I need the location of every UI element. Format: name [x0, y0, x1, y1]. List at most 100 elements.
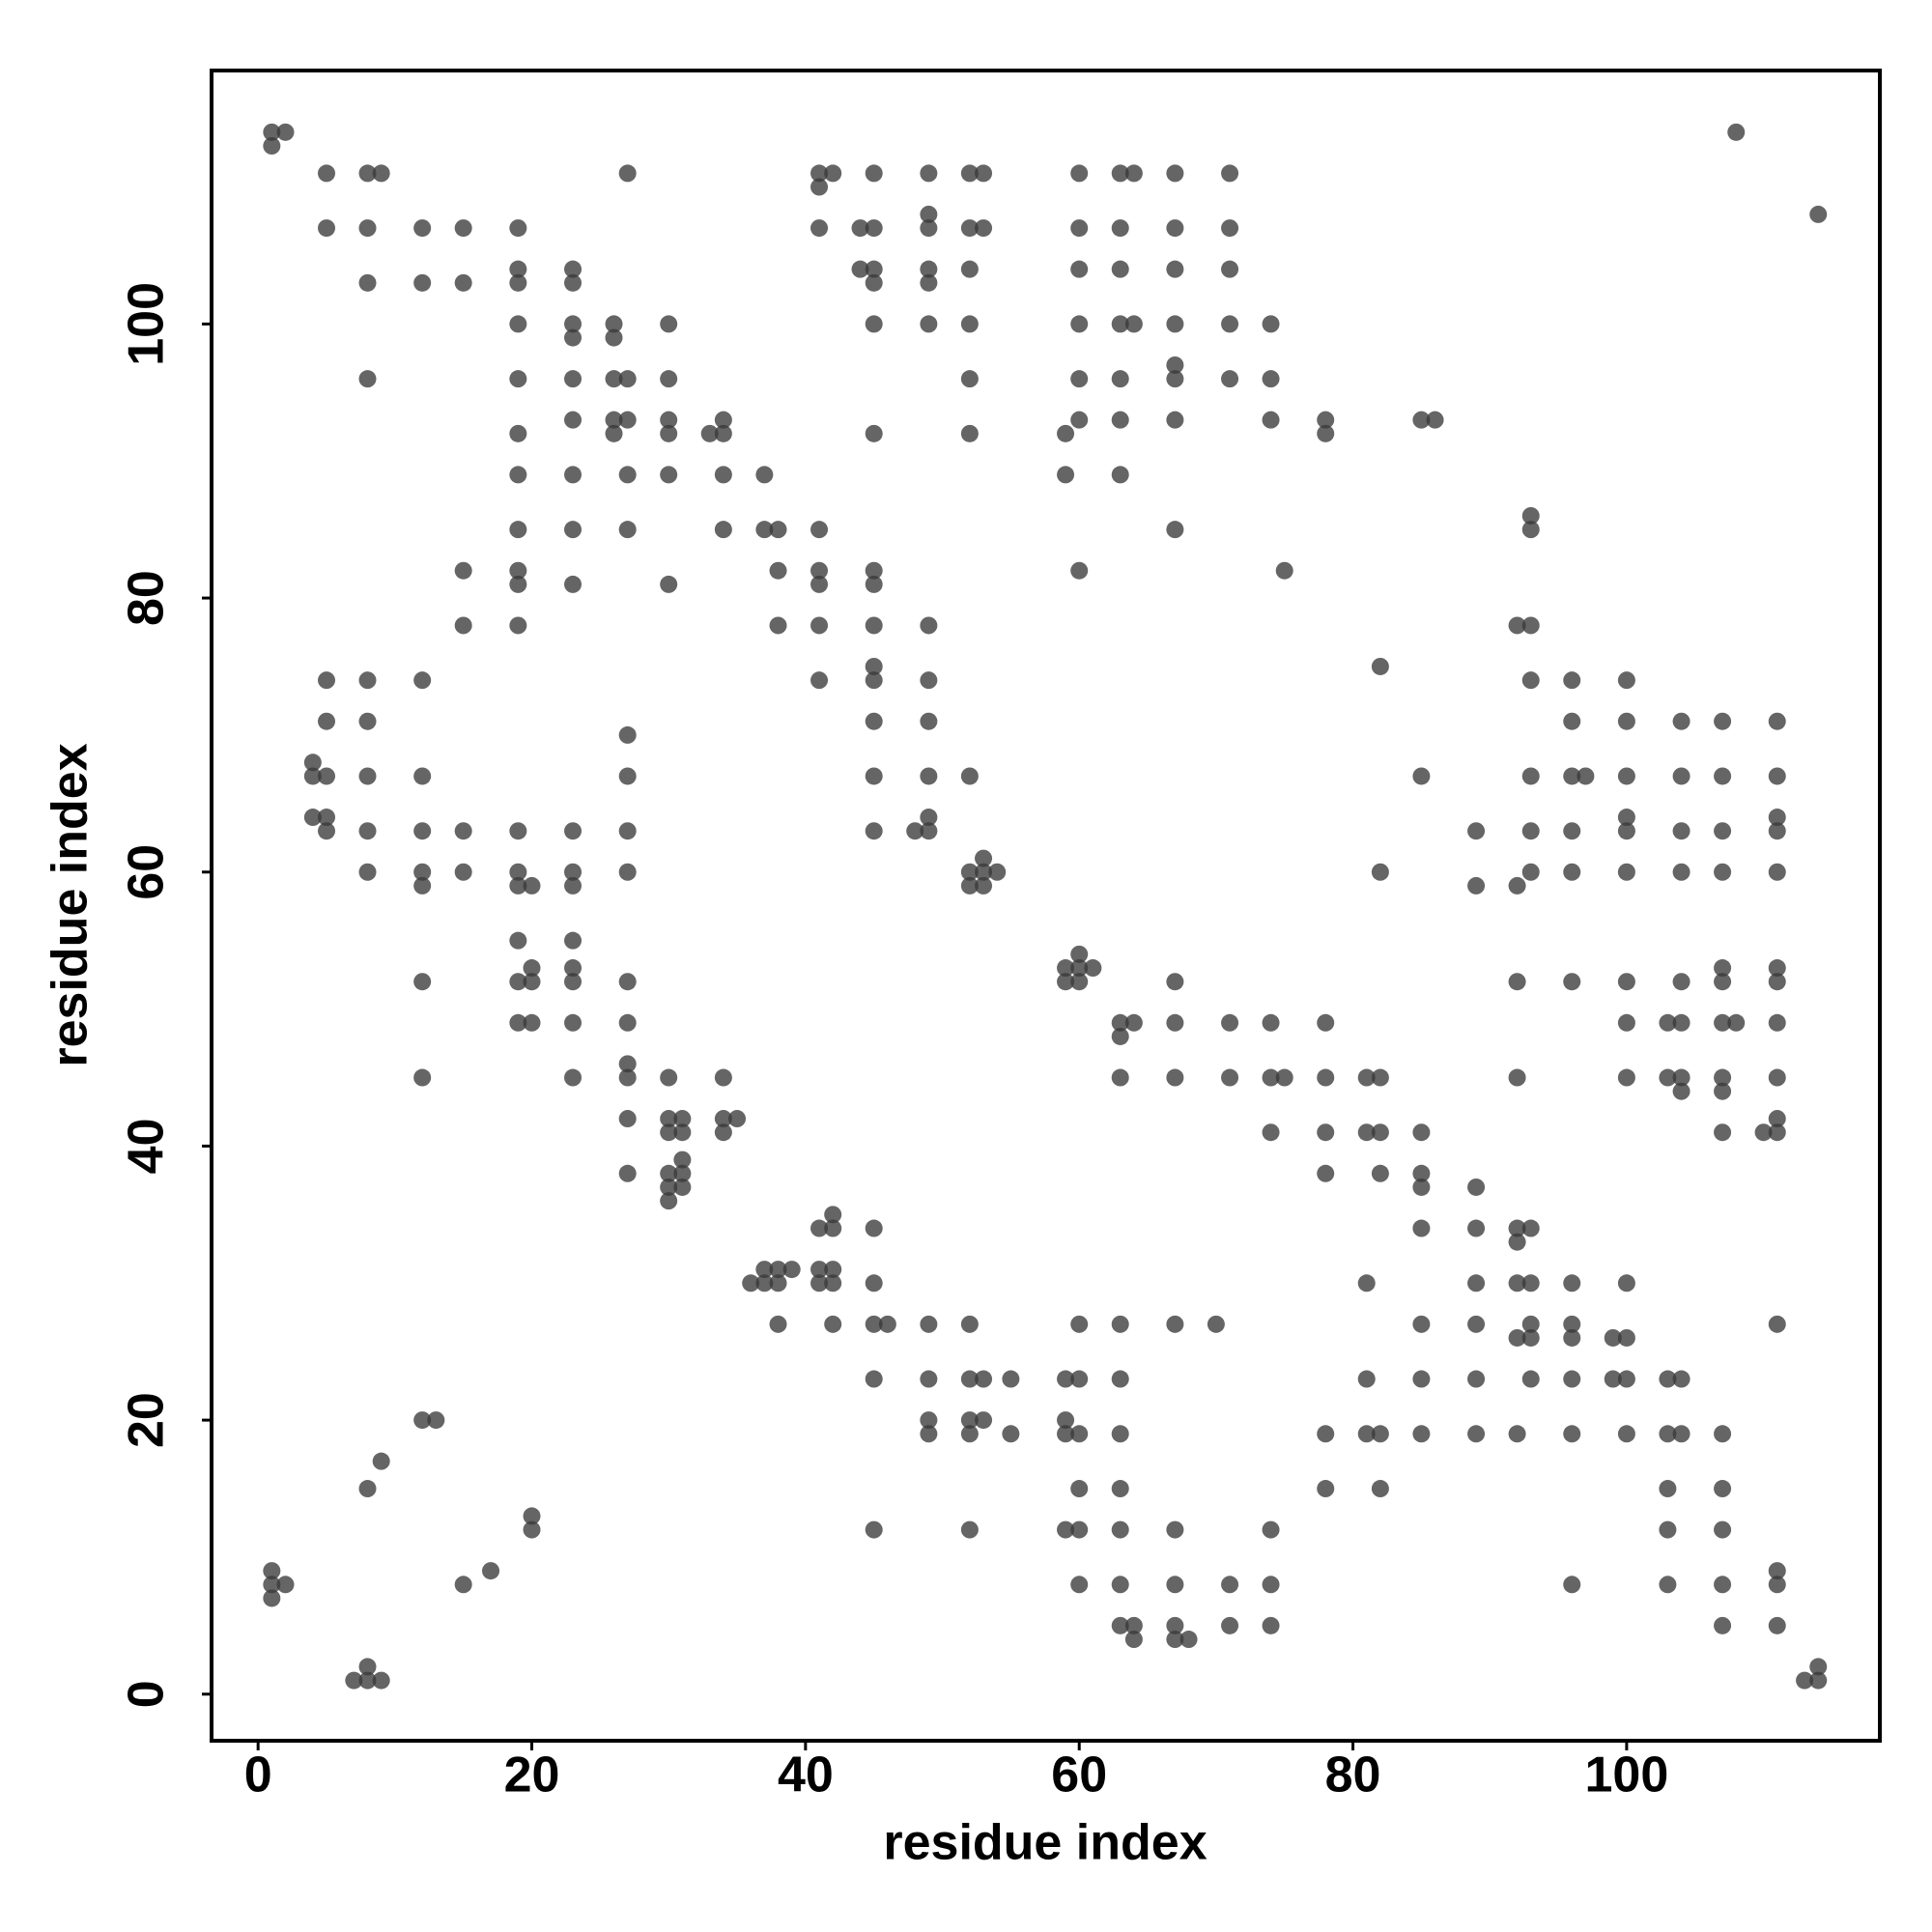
point: [618, 521, 637, 539]
point: [1166, 411, 1184, 429]
point: [1221, 219, 1239, 238]
point: [920, 1425, 938, 1443]
point: [523, 1507, 541, 1525]
point: [755, 521, 774, 539]
point: [1714, 1068, 1732, 1087]
point: [618, 767, 637, 785]
point: [1357, 1425, 1376, 1443]
point: [865, 1274, 883, 1293]
point: [523, 1520, 541, 1539]
point: [1672, 767, 1690, 785]
point: [605, 424, 623, 442]
point: [769, 561, 787, 580]
point: [1563, 767, 1581, 785]
point: [865, 260, 883, 278]
point: [1521, 822, 1540, 840]
point: [1521, 1219, 1540, 1237]
point: [358, 370, 377, 388]
point: [564, 328, 582, 347]
point: [413, 822, 432, 840]
point: [1617, 863, 1635, 881]
point: [1659, 1425, 1677, 1443]
point: [960, 1520, 979, 1539]
point: [454, 616, 472, 635]
point: [975, 863, 993, 881]
point: [413, 767, 432, 785]
point: [1768, 1576, 1786, 1594]
point: [920, 273, 938, 292]
point: [1371, 1068, 1389, 1087]
point: [1357, 1068, 1376, 1087]
plot-frame: [210, 69, 1882, 1743]
point: [1111, 1425, 1129, 1443]
point: [824, 1261, 842, 1279]
point: [1659, 1068, 1677, 1087]
point: [358, 219, 377, 238]
point: [1057, 424, 1075, 442]
point: [1412, 411, 1431, 429]
point: [605, 328, 623, 347]
point: [318, 219, 336, 238]
point: [960, 863, 979, 881]
point: [1563, 712, 1581, 730]
point: [920, 671, 938, 690]
point: [865, 767, 883, 785]
point: [755, 466, 774, 484]
point: [618, 466, 637, 484]
point: [1166, 355, 1184, 374]
point: [660, 1110, 678, 1128]
point: [1426, 411, 1444, 429]
point: [810, 616, 829, 635]
point: [509, 521, 527, 539]
point: [1002, 1370, 1020, 1388]
point: [1659, 1520, 1677, 1539]
point: [1124, 164, 1143, 183]
point: [1221, 1068, 1239, 1087]
point: [1317, 411, 1335, 429]
point: [509, 561, 527, 580]
point: [1659, 1480, 1677, 1498]
point: [564, 273, 582, 292]
point: [1809, 1658, 1828, 1676]
point: [1412, 1425, 1431, 1443]
point: [1221, 164, 1239, 183]
point: [358, 767, 377, 785]
point: [851, 219, 869, 238]
point: [1166, 370, 1184, 388]
point: [1357, 1123, 1376, 1142]
point: [1412, 767, 1431, 785]
point: [1179, 1631, 1198, 1649]
point: [1070, 260, 1089, 278]
point: [1768, 1616, 1786, 1634]
point: [318, 767, 336, 785]
point: [1166, 1576, 1184, 1594]
point: [1111, 411, 1129, 429]
point: [358, 822, 377, 840]
point: [920, 205, 938, 223]
point: [303, 767, 322, 785]
point: [1166, 1520, 1184, 1539]
point: [1412, 1164, 1431, 1182]
point: [1317, 1068, 1335, 1087]
point: [564, 575, 582, 593]
point: [1124, 1013, 1143, 1032]
point: [1111, 1315, 1129, 1333]
point: [1768, 822, 1786, 840]
point: [1521, 863, 1540, 881]
point: [523, 876, 541, 895]
point: [564, 466, 582, 484]
point: [1714, 1123, 1732, 1142]
point: [1412, 1315, 1431, 1333]
point: [865, 575, 883, 593]
point: [1412, 1219, 1431, 1237]
point: [1521, 616, 1540, 635]
point: [1412, 1123, 1431, 1142]
point: [1754, 1123, 1773, 1142]
point: [564, 1013, 582, 1032]
point: [714, 1110, 732, 1128]
point: [564, 822, 582, 840]
point: [1617, 671, 1635, 690]
point: [1124, 1631, 1143, 1649]
point: [454, 219, 472, 238]
point: [1617, 822, 1635, 840]
